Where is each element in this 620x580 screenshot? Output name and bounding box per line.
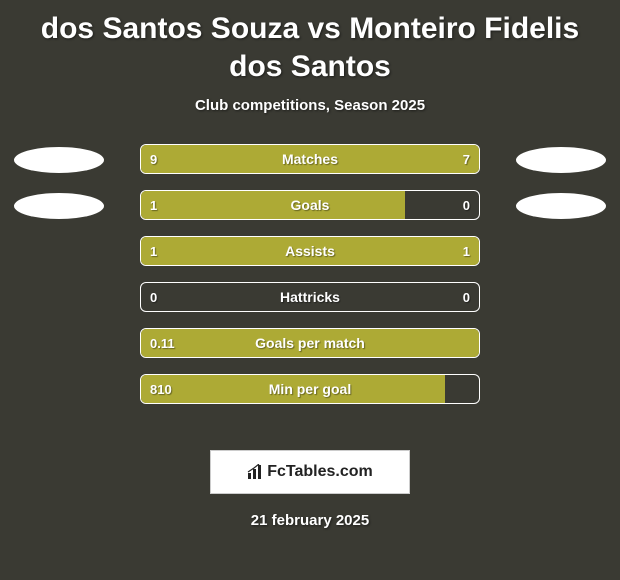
- bars-icon: [247, 464, 263, 480]
- stat-value-right: 7: [463, 144, 470, 174]
- player-left-pill: [14, 193, 104, 219]
- player-left-pill: [14, 147, 104, 173]
- stat-label: Assists: [141, 237, 479, 265]
- stat-label: Goals: [141, 191, 479, 219]
- stat-bar-track: Matches: [140, 144, 480, 174]
- fctables-logo: FcTables.com: [247, 463, 373, 481]
- stat-value-right: 0: [463, 282, 470, 312]
- stat-value-right: 1: [463, 236, 470, 266]
- stat-value-left: 0.11: [150, 328, 175, 358]
- stat-label: Goals per match: [141, 329, 479, 357]
- player-right-pill: [516, 147, 606, 173]
- stat-rows: Matches97Goals10Assists11Hattricks00Goal…: [0, 144, 620, 420]
- stat-row: Goals per match0.11: [0, 328, 620, 374]
- season-subtitle: Club competitions, Season 2025: [0, 97, 620, 114]
- stat-row: Min per goal810: [0, 374, 620, 420]
- stat-label: Matches: [141, 145, 479, 173]
- stat-row: Hattricks0 0: [0, 282, 620, 328]
- stat-value-left: 1: [150, 190, 157, 220]
- stat-bar-track: Goals per match: [140, 328, 480, 358]
- player-right-pill: [516, 193, 606, 219]
- page-title: dos Santos Souza vs Monteiro Fidelis dos…: [0, 0, 620, 85]
- comparison-card: dos Santos Souza vs Monteiro Fidelis dos…: [0, 0, 620, 580]
- brand-box[interactable]: FcTables.com: [210, 450, 410, 494]
- stat-label: Min per goal: [141, 375, 479, 403]
- stat-value-left: 810: [150, 374, 172, 404]
- stat-bar-track: Assists: [140, 236, 480, 266]
- stat-value-right: 0: [463, 190, 470, 220]
- footer-date: 21 february 2025: [0, 512, 620, 529]
- stat-value-left: 1: [150, 236, 157, 266]
- stat-bar-track: Hattricks: [140, 282, 480, 312]
- stat-row: Goals1 0: [0, 190, 620, 236]
- brand-text: FcTables.com: [267, 463, 373, 481]
- stat-value-left: 9: [150, 144, 157, 174]
- stat-bar-track: Min per goal: [140, 374, 480, 404]
- stat-row: Assists1 1: [0, 236, 620, 282]
- stat-value-left: 0: [150, 282, 157, 312]
- stat-bar-track: Goals: [140, 190, 480, 220]
- stat-row: Matches9 7: [0, 144, 620, 190]
- stat-label: Hattricks: [141, 283, 479, 311]
